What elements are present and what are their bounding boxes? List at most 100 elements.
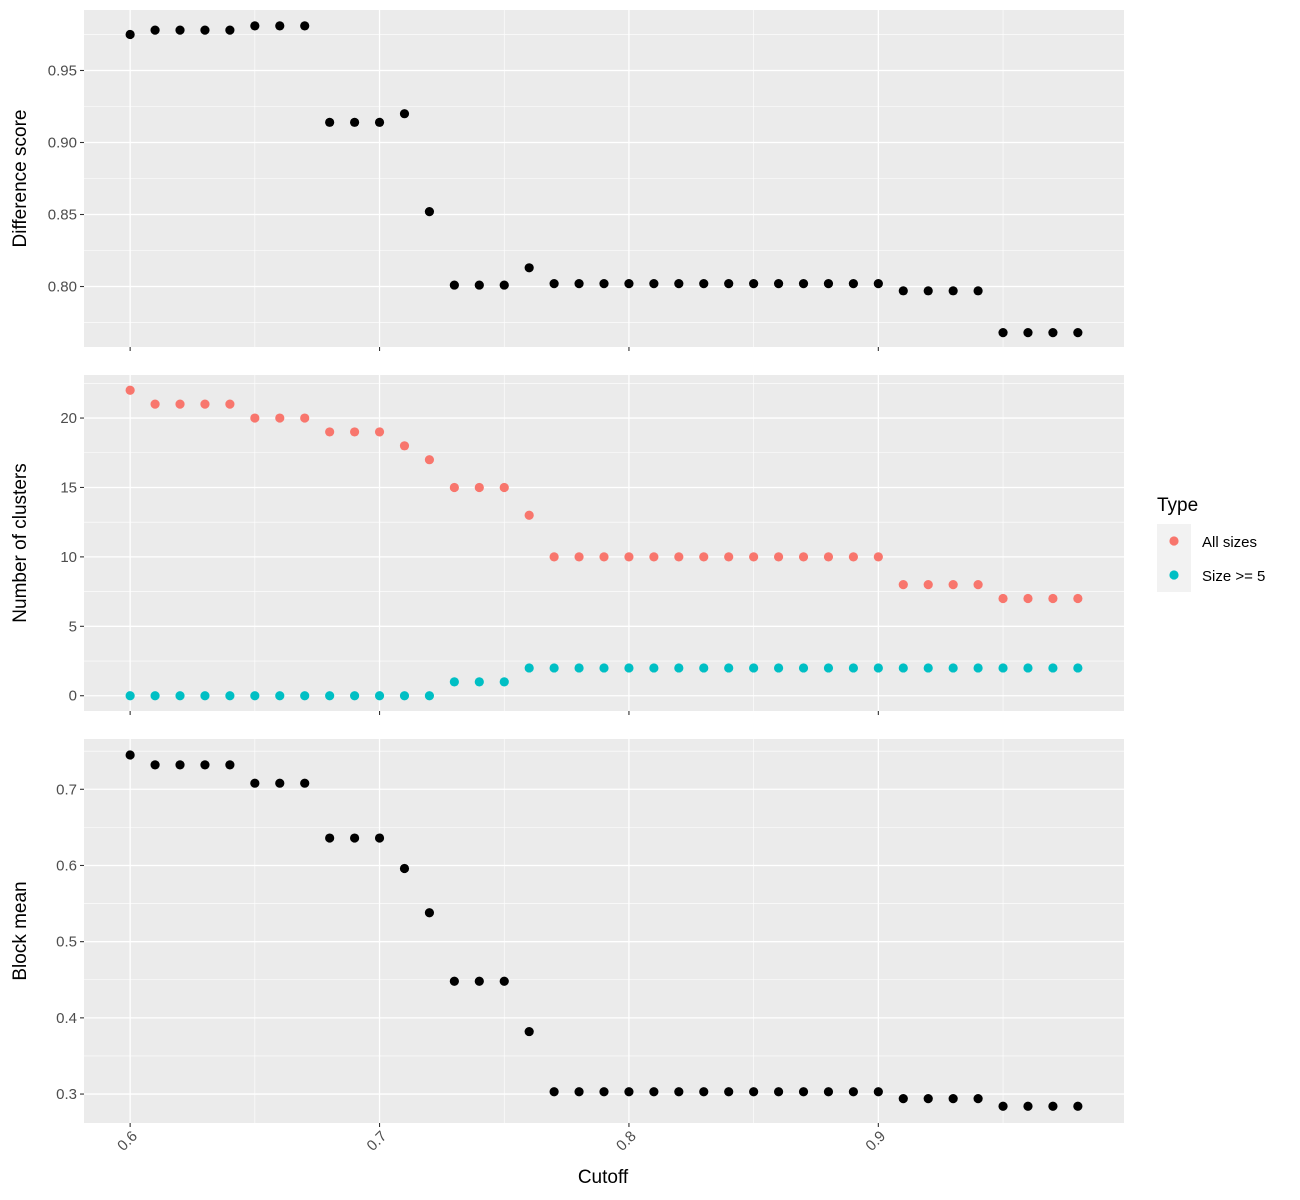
data-point <box>175 691 185 701</box>
y-tick-label: 0.95 <box>48 62 77 79</box>
data-point <box>923 580 933 590</box>
panel-background <box>84 739 1124 1123</box>
data-point <box>1048 327 1058 338</box>
data-point <box>424 691 435 701</box>
panel-2: 0 5 10 15 20 Number of clusters <box>10 375 1124 715</box>
x-tick-label: 0.7 <box>364 1128 391 1155</box>
y-tick-label: 0.85 <box>48 207 77 224</box>
data-point <box>948 286 958 296</box>
y-tick-label: 0 <box>69 688 77 705</box>
data-point <box>773 279 784 289</box>
data-point <box>524 263 534 273</box>
data-point <box>374 833 385 843</box>
data-point <box>599 663 609 673</box>
legend-key-size-5 <box>1169 570 1179 580</box>
y-tick-label: 0.80 <box>48 279 77 296</box>
data-point <box>973 580 983 590</box>
data-point <box>225 25 235 35</box>
data-point <box>374 117 385 127</box>
data-point <box>325 427 335 437</box>
series-2 <box>125 663 1083 701</box>
data-point <box>300 691 310 701</box>
data-point <box>200 760 210 770</box>
data-point <box>873 1087 883 1097</box>
data-point <box>474 280 484 290</box>
legend-key-all-sizes <box>1169 536 1179 546</box>
data-point <box>1073 1101 1083 1111</box>
data-point <box>275 21 285 31</box>
y-tick-label: 0.3 <box>56 1086 77 1103</box>
data-point <box>1048 593 1058 604</box>
data-point <box>898 580 908 590</box>
data-point <box>200 691 210 701</box>
x-axis: 0.6 0.7 0.8 0.9 <box>114 1128 889 1155</box>
data-point <box>948 1094 958 1104</box>
data-point <box>474 976 484 986</box>
data-point <box>599 552 609 562</box>
x-tick-label: 0.6 <box>114 1128 141 1155</box>
data-point <box>624 552 634 562</box>
data-point <box>449 482 459 493</box>
data-point <box>275 778 285 788</box>
data-point <box>798 552 809 562</box>
data-point <box>150 399 160 409</box>
y-tick-label: 10 <box>60 549 77 566</box>
data-point <box>848 1087 859 1097</box>
data-point <box>898 1094 908 1104</box>
data-point <box>923 1094 933 1104</box>
data-point <box>973 663 983 673</box>
data-point <box>200 399 210 409</box>
data-point <box>724 1087 734 1097</box>
y-axis-title: Block mean <box>10 881 31 980</box>
data-point <box>325 833 335 843</box>
data-point <box>624 1087 634 1097</box>
legend-label-all-sizes: All sizes <box>1202 534 1257 551</box>
data-point <box>1023 593 1033 604</box>
data-point <box>1073 327 1083 338</box>
data-point <box>798 663 809 673</box>
y-tick-label: 15 <box>60 479 77 496</box>
data-point <box>998 663 1008 673</box>
data-point <box>175 25 185 35</box>
data-point <box>300 778 310 788</box>
data-point <box>250 778 260 788</box>
data-point <box>524 663 534 673</box>
data-point <box>150 760 160 770</box>
data-point <box>499 976 509 986</box>
data-point <box>724 663 734 673</box>
data-point <box>399 863 410 874</box>
data-point <box>399 109 410 119</box>
panel-background <box>84 375 1124 711</box>
data-point <box>474 677 484 687</box>
y-tick-label: 20 <box>60 410 77 427</box>
data-point <box>823 552 834 562</box>
panel-1: 0.80 0.85 0.90 0.95 Difference score <box>10 10 1124 351</box>
data-point <box>724 552 734 562</box>
data-point <box>1023 663 1033 673</box>
data-point <box>873 552 883 562</box>
data-point <box>424 908 435 918</box>
data-point <box>823 663 834 673</box>
data-point <box>649 663 659 673</box>
data-point <box>973 1094 983 1104</box>
data-point <box>699 1087 709 1097</box>
data-point <box>225 760 235 770</box>
data-point <box>923 286 933 296</box>
data-point <box>674 663 684 673</box>
y-axis-title: Number of clusters <box>10 463 31 622</box>
data-point <box>699 552 709 562</box>
data-point <box>749 663 759 673</box>
data-point <box>374 691 385 701</box>
data-point <box>749 1087 759 1097</box>
data-point <box>1023 327 1033 338</box>
data-point <box>749 552 759 562</box>
data-point <box>349 117 360 127</box>
data-point <box>848 663 859 673</box>
data-point <box>699 279 709 289</box>
y-axis-title: Difference score <box>10 110 31 248</box>
data-point <box>848 552 859 562</box>
data-point <box>574 279 584 289</box>
data-point <box>175 399 185 409</box>
data-point <box>499 482 509 493</box>
data-point <box>624 279 634 289</box>
